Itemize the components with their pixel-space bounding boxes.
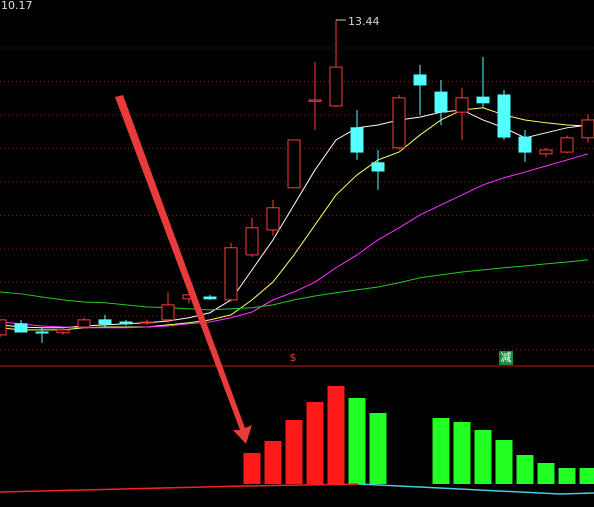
candle-body bbox=[371, 162, 385, 172]
histogram-bar bbox=[369, 413, 387, 484]
candle-body bbox=[434, 91, 448, 113]
candle-body bbox=[98, 319, 112, 325]
candle-body bbox=[413, 74, 427, 86]
candle-body bbox=[140, 321, 154, 324]
histogram-bar bbox=[306, 402, 324, 484]
histogram-bar bbox=[327, 386, 345, 484]
candle-body bbox=[329, 66, 343, 107]
candle-body bbox=[35, 331, 49, 334]
candle-body bbox=[455, 97, 469, 113]
histogram-bar bbox=[558, 468, 576, 484]
arrow bbox=[115, 95, 252, 444]
signal-badge bbox=[499, 351, 513, 365]
candle-body bbox=[581, 119, 594, 139]
candle-body bbox=[0, 319, 7, 336]
candle-body bbox=[203, 296, 217, 300]
moving-average bbox=[0, 259, 589, 311]
corner-value: 10.17 bbox=[1, 0, 33, 12]
candle-body bbox=[77, 319, 91, 328]
candle-body bbox=[560, 137, 574, 153]
candle-body bbox=[308, 99, 322, 102]
candle-body bbox=[266, 207, 280, 231]
signal-text: $ bbox=[290, 351, 297, 364]
candle-body bbox=[476, 96, 490, 104]
candle-body bbox=[539, 149, 553, 155]
candle-body bbox=[56, 329, 70, 334]
histogram-bar bbox=[579, 468, 594, 484]
indicator-line bbox=[357, 483, 594, 495]
histogram-bar bbox=[348, 398, 366, 484]
histogram-bar bbox=[537, 463, 555, 484]
candle-body bbox=[287, 139, 301, 189]
candle-body bbox=[350, 127, 364, 153]
histogram-bar bbox=[243, 453, 261, 484]
histogram-bar bbox=[495, 440, 513, 484]
candle-body bbox=[392, 97, 406, 149]
candle-body bbox=[245, 227, 259, 256]
signal-text: 减 bbox=[501, 351, 512, 364]
moving-average bbox=[0, 153, 589, 329]
candle-body bbox=[224, 247, 238, 301]
candle-body bbox=[497, 94, 511, 138]
histogram-bar bbox=[474, 430, 492, 484]
candle-body bbox=[14, 323, 28, 333]
histogram-bar bbox=[453, 422, 471, 484]
price-panel: 13.44 bbox=[0, 15, 594, 343]
candle-body bbox=[119, 321, 133, 325]
candle-body bbox=[518, 136, 532, 153]
candle-body bbox=[161, 304, 175, 321]
high-label: 13.44 bbox=[348, 15, 380, 28]
indicator-line bbox=[0, 483, 359, 493]
indicator-panel bbox=[243, 386, 594, 484]
moving-average bbox=[0, 109, 589, 329]
histogram-bar bbox=[516, 455, 534, 484]
histogram-bar bbox=[264, 441, 282, 484]
histogram-bar bbox=[285, 420, 303, 484]
histogram-bar bbox=[432, 418, 450, 484]
